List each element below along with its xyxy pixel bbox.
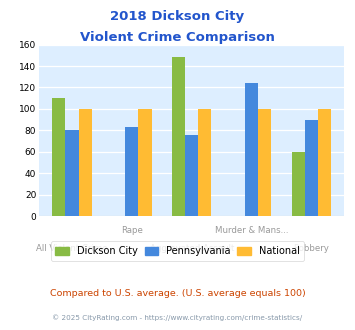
Bar	[185, 135, 198, 216]
Bar	[292, 152, 305, 216]
Bar	[198, 109, 212, 216]
Text: 2018 Dickson City: 2018 Dickson City	[110, 10, 245, 23]
Text: All Violent Crime: All Violent Crime	[36, 245, 108, 253]
Bar	[138, 109, 152, 216]
Text: Murder & Mans...: Murder & Mans...	[215, 226, 288, 235]
Bar	[65, 130, 78, 216]
Bar	[318, 109, 331, 216]
Bar	[245, 83, 258, 216]
Bar	[52, 98, 65, 216]
Bar	[258, 109, 271, 216]
Bar	[172, 57, 185, 216]
Bar	[305, 120, 318, 216]
Text: Violent Crime Comparison: Violent Crime Comparison	[80, 31, 275, 44]
Text: Rape: Rape	[121, 226, 143, 235]
Text: Compared to U.S. average. (U.S. average equals 100): Compared to U.S. average. (U.S. average …	[50, 289, 305, 298]
Text: Robbery: Robbery	[294, 245, 329, 253]
Bar	[78, 109, 92, 216]
Bar	[125, 127, 138, 216]
Text: Aggravated Assault: Aggravated Assault	[149, 245, 234, 253]
Legend: Dickson City, Pennsylvania, National: Dickson City, Pennsylvania, National	[51, 241, 304, 261]
Text: © 2025 CityRating.com - https://www.cityrating.com/crime-statistics/: © 2025 CityRating.com - https://www.city…	[53, 314, 302, 321]
